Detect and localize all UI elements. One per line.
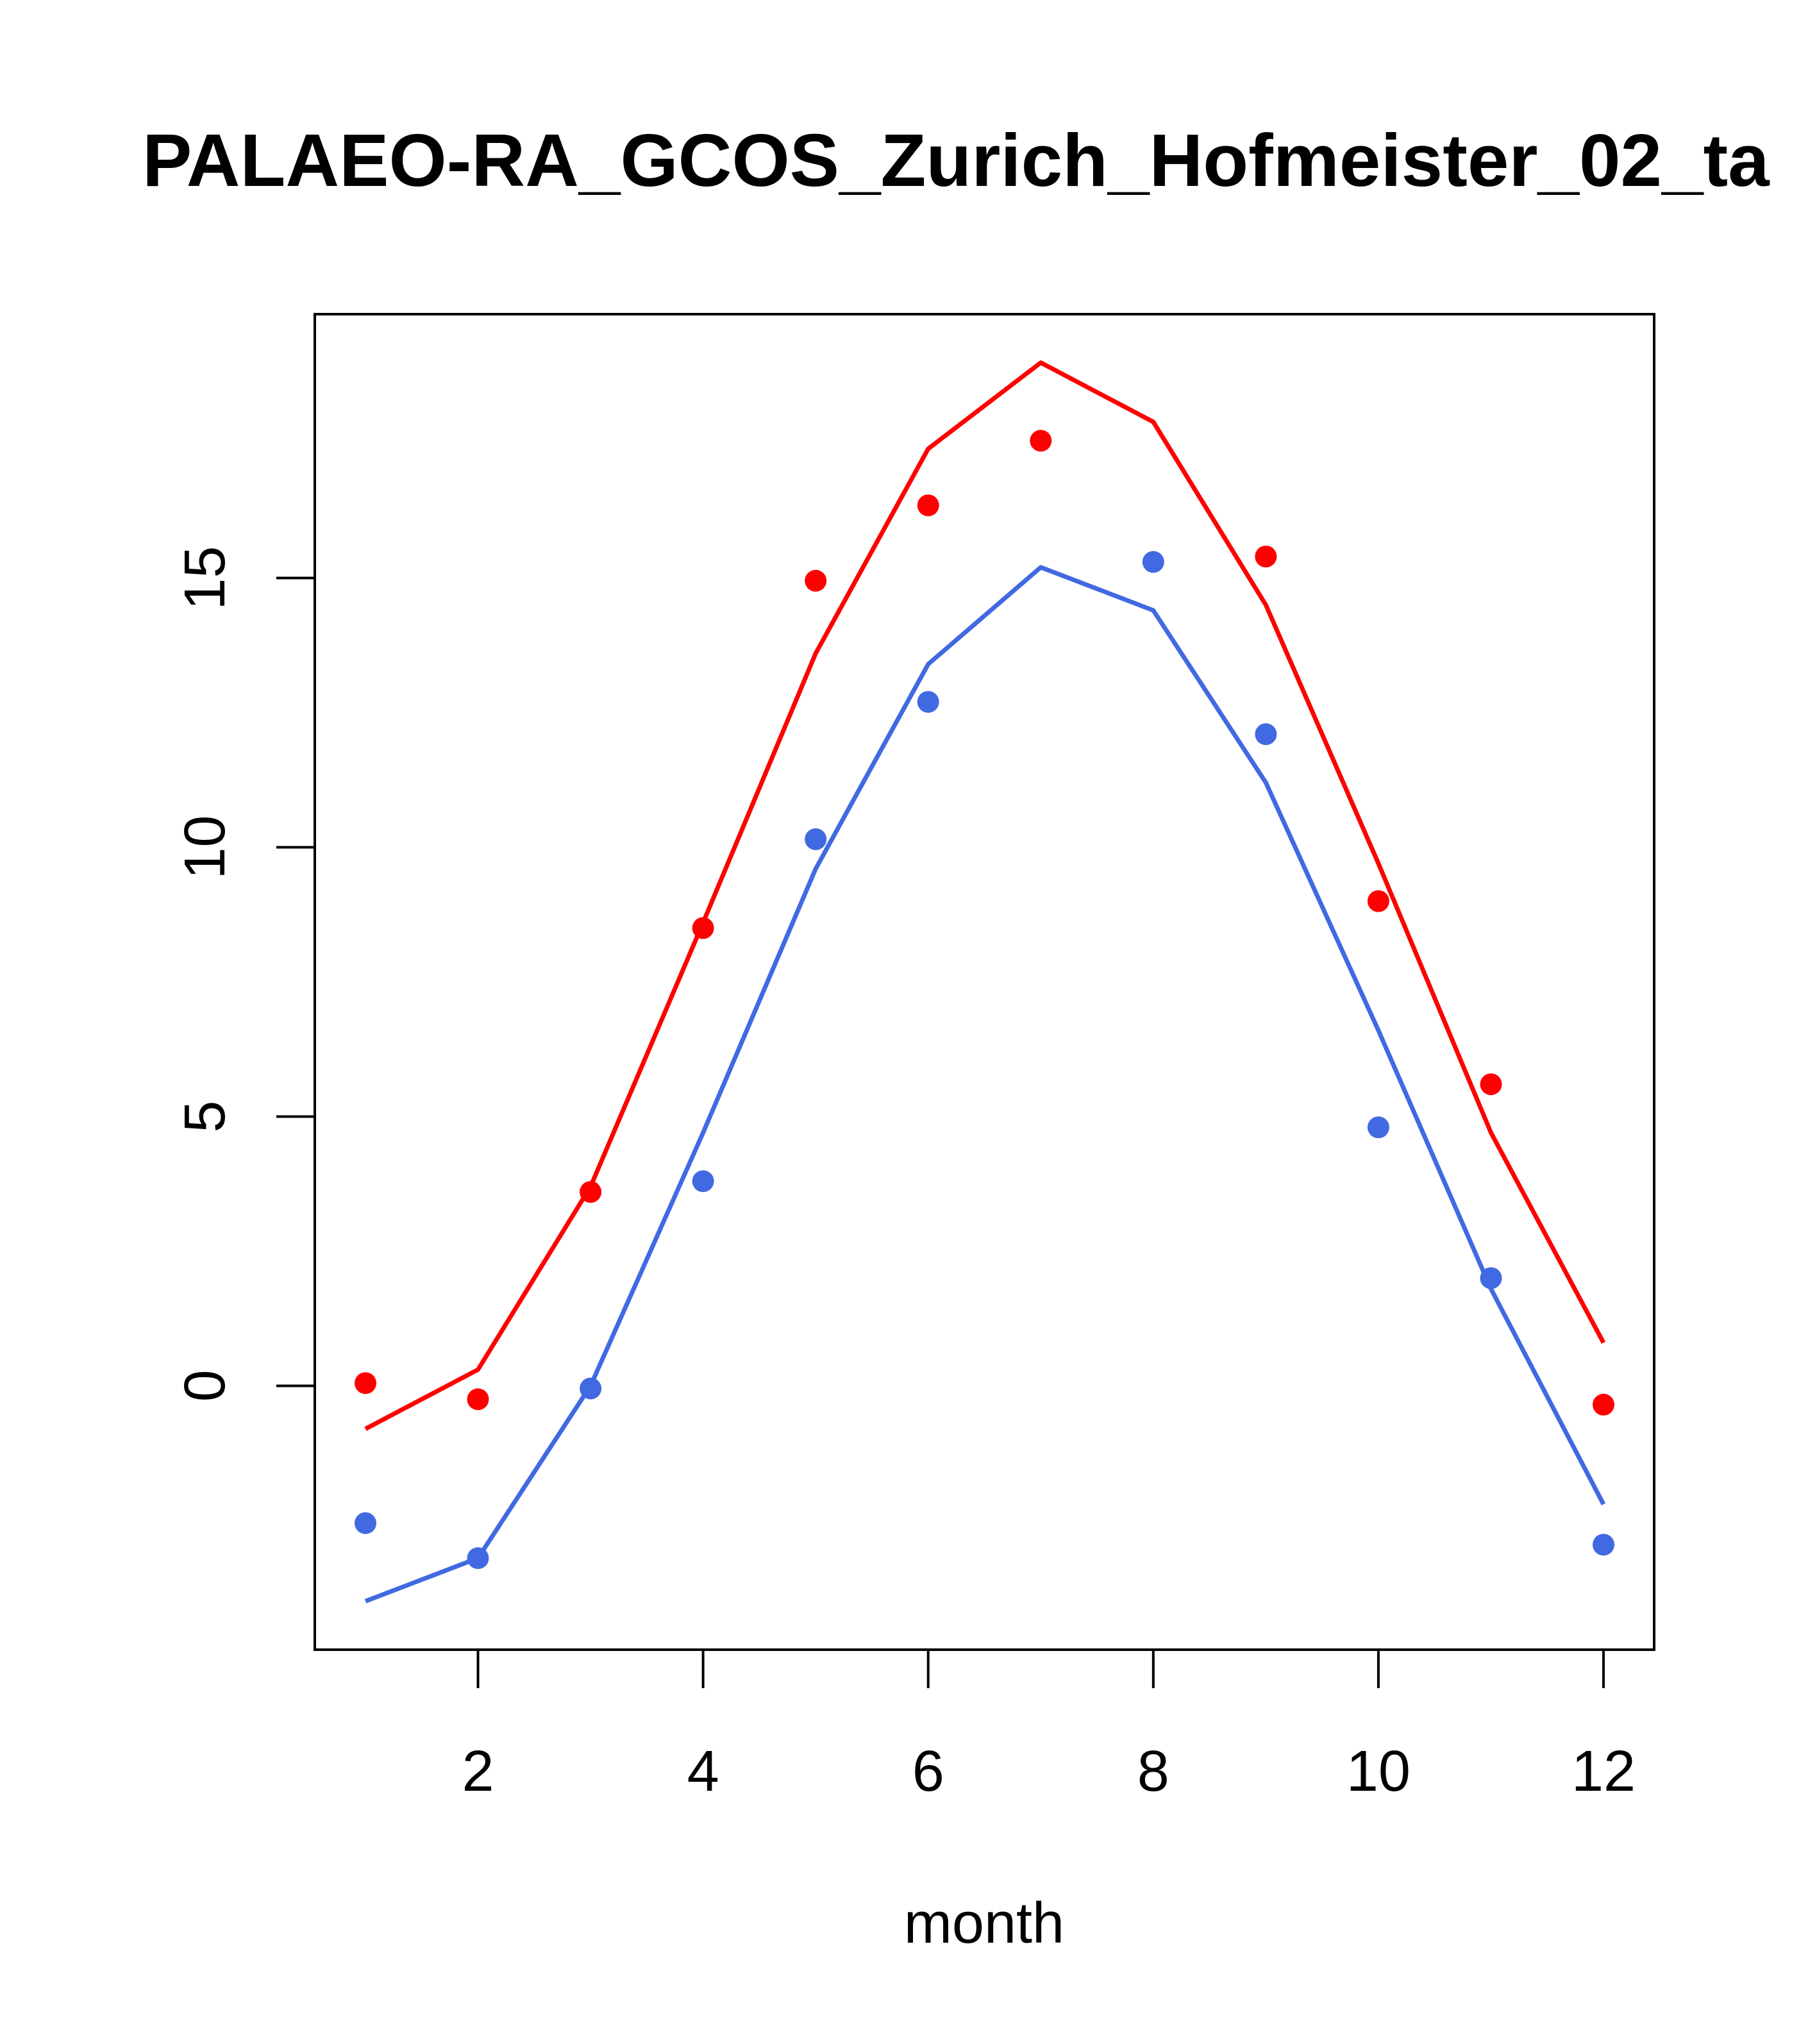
data-point <box>1593 1534 1614 1556</box>
data-point <box>1142 551 1164 573</box>
data-point <box>1480 1267 1502 1289</box>
data-point <box>467 1547 489 1570</box>
data-point <box>1030 430 1052 452</box>
series-layer <box>355 360 1614 1604</box>
data-point <box>917 691 939 713</box>
data-point <box>692 1170 714 1193</box>
y-axis: 0 5 10 15 <box>173 546 315 1402</box>
data-point <box>1480 1073 1502 1096</box>
data-point <box>1593 1393 1614 1416</box>
data-point <box>580 1181 602 1203</box>
data-point <box>805 828 827 850</box>
x-axis-title: month <box>904 1891 1064 1956</box>
x-tick-label: 4 <box>687 1739 719 1804</box>
data-point <box>355 1372 376 1395</box>
data-point <box>805 569 827 592</box>
x-axis: 2 4 6 8 10 12 <box>462 1650 1636 1804</box>
data-point <box>467 1388 489 1411</box>
y-tick-label: 10 <box>173 815 237 879</box>
data-point <box>1255 723 1277 746</box>
y-tick-label: 5 <box>173 1100 237 1132</box>
x-tick-label: 12 <box>1571 1739 1636 1804</box>
x-tick-label: 10 <box>1346 1739 1411 1804</box>
x-tick-label: 8 <box>1137 1739 1169 1804</box>
data-point <box>580 1377 602 1400</box>
data-point <box>1255 546 1277 567</box>
series-line-2 <box>364 565 1606 1604</box>
data-point <box>917 494 939 517</box>
data-point <box>692 917 714 939</box>
plot-frame <box>314 313 1655 1651</box>
series-line-0 <box>364 360 1606 1431</box>
x-tick-label: 6 <box>912 1739 944 1804</box>
x-tick-label: 2 <box>462 1739 494 1804</box>
data-point <box>1367 890 1389 912</box>
chart-title: PALAEO-RA_GCOS_Zurich_Hofmeister_02_ta <box>142 119 1770 202</box>
data-point <box>355 1512 376 1534</box>
data-point <box>1367 1116 1389 1139</box>
y-tick-label: 15 <box>173 546 237 610</box>
y-tick-label: 0 <box>173 1370 237 1402</box>
